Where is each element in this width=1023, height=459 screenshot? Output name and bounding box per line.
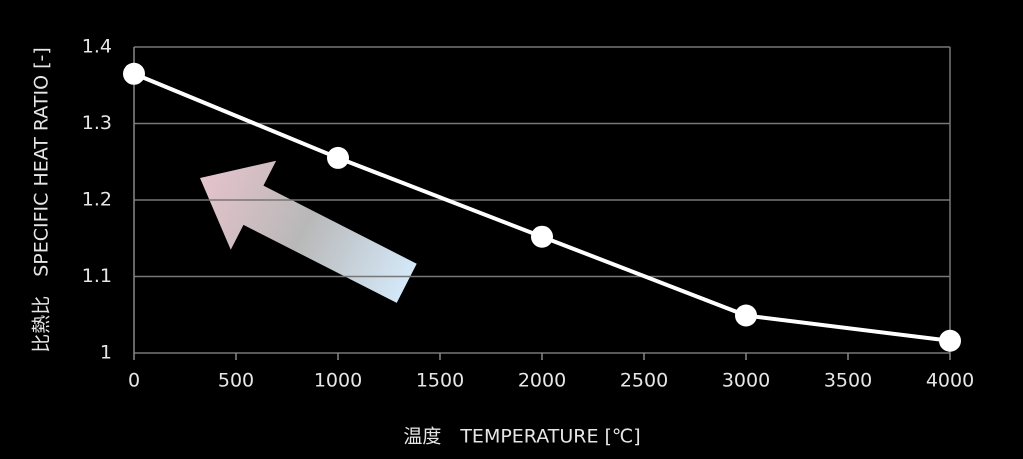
y-tick-label: 1.1 <box>82 265 112 287</box>
data-point <box>123 62 145 85</box>
x-tick-label: 2500 <box>620 370 668 392</box>
x-tick-label: 1000 <box>314 370 362 392</box>
x-tick-label: 3500 <box>824 370 872 392</box>
y-tick-label: 1.3 <box>82 112 112 134</box>
x-tick-label: 1500 <box>416 370 464 392</box>
x-tick-label: 500 <box>218 370 254 392</box>
x-tick-label: 3000 <box>722 370 770 392</box>
x-axis-label: 温度 TEMPERATURE [℃] <box>403 426 640 448</box>
data-point <box>735 304 757 327</box>
decorative-arrow <box>200 160 417 303</box>
y-tick-label: 1.2 <box>82 189 112 211</box>
x-tick-label: 2000 <box>518 370 566 392</box>
data-point <box>939 329 961 352</box>
x-tick-label: 4000 <box>926 370 974 392</box>
y-tick-label: 1 <box>100 342 112 364</box>
y-axis-label: 比熱比 SPECIFIC HEAT RATIO [-] <box>31 47 53 353</box>
data-point <box>531 225 553 248</box>
x-tick-label: 0 <box>128 370 140 392</box>
data-point <box>327 146 349 169</box>
y-tick-label: 1.4 <box>82 36 112 58</box>
